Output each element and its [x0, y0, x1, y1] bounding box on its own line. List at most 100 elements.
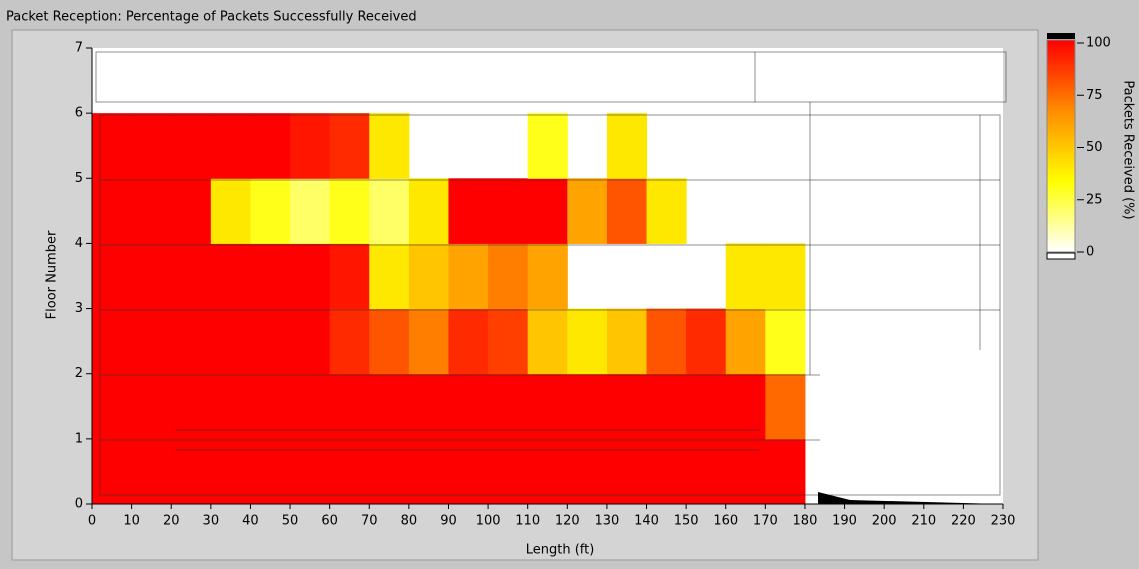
y-tick-label: 3 — [75, 301, 83, 316]
heat-cell — [171, 178, 212, 244]
heat-cell — [92, 438, 133, 505]
heat-cell — [369, 178, 410, 244]
colorbar-tick-label: 0 — [1086, 245, 1094, 260]
heat-cell — [250, 113, 291, 179]
heat-cell — [646, 373, 687, 440]
heat-cell — [606, 308, 648, 375]
heat-cell — [765, 243, 806, 310]
heat-cell — [250, 178, 291, 244]
heat-cell — [171, 373, 212, 440]
colorbar-label: Packets Received (%) — [1121, 80, 1136, 219]
colorbar-tick-label: 25 — [1086, 192, 1103, 207]
colorbar-tick-label: 50 — [1086, 140, 1103, 155]
x-tick-label: 100 — [476, 514, 501, 529]
heat-cell — [408, 243, 449, 310]
y-tick-label: 1 — [75, 431, 83, 446]
heat-cell — [527, 373, 568, 440]
heat-cell — [329, 113, 370, 179]
x-axis-label: Length (ft) — [526, 543, 595, 558]
heat-cell — [329, 308, 370, 375]
heat-cell — [290, 243, 331, 310]
x-tick-label: 10 — [123, 514, 140, 529]
x-tick-label: 210 — [911, 514, 936, 529]
colorbar-over — [1047, 33, 1075, 39]
heat-cell — [92, 308, 133, 375]
heat-cell — [369, 373, 410, 440]
x-tick-label: 170 — [753, 514, 778, 529]
heat-cell — [527, 243, 568, 310]
x-tick-label: 180 — [793, 514, 818, 529]
heat-cell — [210, 243, 251, 310]
heat-cell — [92, 243, 133, 310]
x-tick-label: 20 — [163, 514, 180, 529]
heat-cell — [408, 373, 449, 440]
x-tick-label: 190 — [832, 514, 857, 529]
y-axis-label: Floor Number — [45, 230, 60, 319]
heat-cell — [369, 308, 410, 375]
heat-cell — [171, 308, 212, 375]
heat-cell — [131, 373, 172, 440]
heat-cell — [131, 113, 172, 179]
x-tick-label: 120 — [555, 514, 580, 529]
x-tick-label: 230 — [991, 514, 1016, 529]
heat-cell — [131, 178, 172, 244]
heat-cell — [92, 113, 133, 179]
heat-cell — [488, 178, 529, 244]
y-tick-label: 5 — [75, 171, 83, 186]
heat-cell — [527, 113, 568, 179]
x-tick-label: 160 — [713, 514, 738, 529]
x-tick-label: 0 — [88, 514, 96, 529]
x-tick-label: 80 — [401, 514, 418, 529]
x-tick-label: 130 — [594, 514, 619, 529]
heat-cell — [92, 373, 133, 440]
y-tick-label: 6 — [75, 106, 83, 121]
x-tick-label: 40 — [242, 514, 259, 529]
heat-cell — [448, 373, 489, 440]
heat-cell — [725, 373, 766, 440]
window-title: Packet Reception: Percentage of Packets … — [6, 10, 417, 25]
heat-cell — [567, 178, 608, 244]
x-tick-label: 200 — [872, 514, 897, 529]
y-tick-label: 4 — [75, 236, 83, 251]
x-tick-label: 110 — [515, 514, 540, 529]
y-tick-label: 7 — [75, 41, 83, 56]
x-tick-label: 70 — [361, 514, 378, 529]
heat-cell — [290, 373, 331, 440]
x-tick-label: 50 — [282, 514, 299, 529]
heat-cell — [290, 178, 331, 244]
heat-cell — [250, 243, 291, 310]
heat-cell — [646, 308, 687, 375]
heat-cell — [329, 243, 370, 310]
x-tick-label: 90 — [440, 514, 457, 529]
heatmap — [92, 113, 806, 505]
heat-cell — [250, 308, 291, 375]
heat-cell — [131, 243, 172, 310]
heat-cell — [290, 308, 331, 375]
x-tick-label: 150 — [674, 514, 699, 529]
heat-cell — [329, 178, 370, 244]
axes: 0 10 20 30 40 50 60 70 80 90 100 110 120 130 140 150 160… — [75, 41, 1016, 529]
ground-shadow — [818, 492, 1000, 504]
heat-cell — [290, 113, 331, 179]
heat-cell — [765, 308, 806, 375]
heat-cell — [210, 178, 251, 244]
heat-cell — [686, 373, 727, 440]
heat-cell — [488, 308, 529, 375]
heat-cell — [210, 113, 251, 179]
colorbar-tick-label: 100 — [1086, 36, 1111, 51]
heat-cell — [567, 308, 608, 375]
heat-cell — [210, 308, 251, 375]
heat-cell — [488, 373, 529, 440]
heat-cell — [131, 438, 172, 505]
heat-cell — [448, 243, 489, 310]
heat-cell — [488, 243, 529, 310]
heat-cell — [131, 308, 172, 375]
heat-cell — [765, 373, 806, 440]
heat-cell — [606, 373, 648, 440]
heat-cell — [171, 243, 212, 310]
heat-cell — [725, 308, 766, 375]
heat-cell — [686, 308, 727, 375]
heat-cell — [408, 178, 449, 244]
y-tick-label: 2 — [75, 366, 83, 381]
